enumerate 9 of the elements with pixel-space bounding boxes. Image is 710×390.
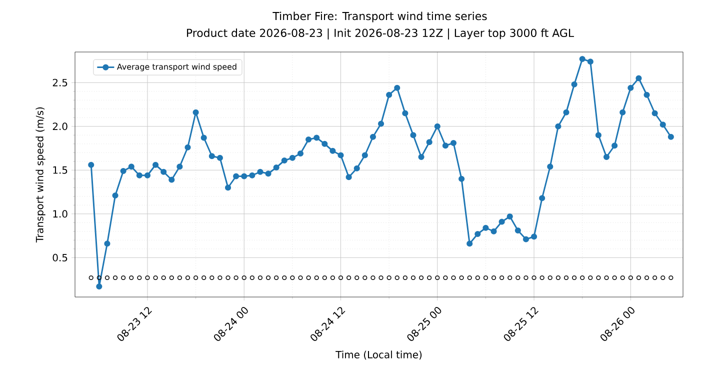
y-tick-label: 2.0 [52, 122, 68, 130]
x-axis-title: Time (Local time) [336, 350, 422, 360]
y-tick-label: 1.0 [53, 210, 68, 218]
y-axis-title: Transport wind speed (m/s) [36, 107, 46, 242]
y-tick-label: 2.5 [52, 78, 68, 86]
y-tick-label: 1.5 [53, 166, 68, 174]
chart-title: Timber Fire: Transport wind time series [272, 12, 487, 22]
y-tick-label: 0.5 [52, 254, 68, 262]
chart-subtitle: Product date 2026-08-23 | Init 2026-08-23 12Z | Layer top 3000 ft AGL [187, 28, 574, 40]
